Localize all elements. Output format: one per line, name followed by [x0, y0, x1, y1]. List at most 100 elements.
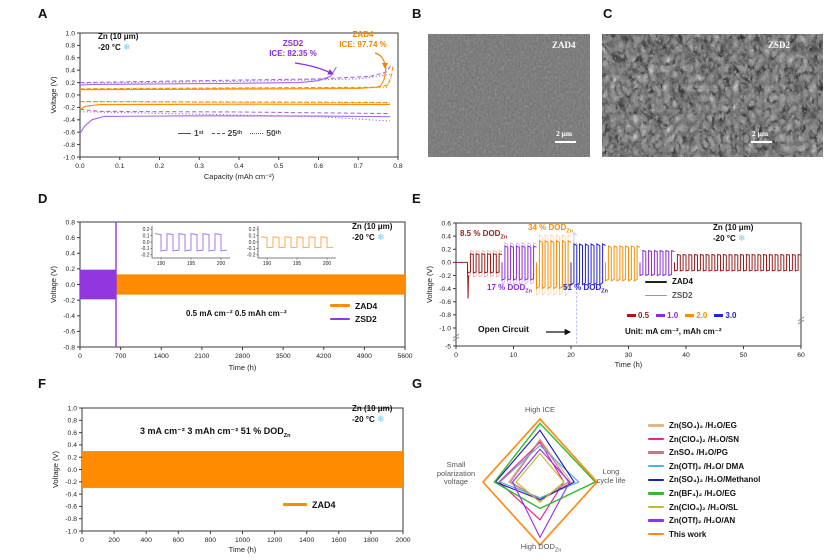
panel-b-label: B — [412, 6, 422, 21]
svg-text:0.3: 0.3 — [195, 163, 205, 170]
snowflake-icon: ❄ — [377, 232, 385, 242]
svg-text:0.0: 0.0 — [66, 282, 76, 289]
panel-c-label: C — [603, 6, 613, 21]
svg-text:-0.2: -0.2 — [63, 297, 75, 304]
svg-text:Voltage (V): Voltage (V) — [49, 265, 58, 303]
sem-c-sample-label: ZSD2 — [768, 40, 791, 50]
svg-text:1400: 1400 — [299, 537, 314, 544]
svg-text:0: 0 — [80, 537, 84, 544]
panel-f-conditions: Zn (10 μm) -20 °C ❄ — [352, 403, 392, 425]
panel-f-label: F — [38, 376, 46, 391]
zn-thickness-text: Zn (10 μm) — [352, 222, 393, 231]
panel-a-conditions: Zn (10 μm) -20 °C ❄ — [98, 31, 138, 53]
panel-e-legend: ZAD4 ZSD2 — [645, 276, 693, 303]
svg-text:0.5: 0.5 — [274, 163, 284, 170]
svg-text:190: 190 — [157, 261, 166, 267]
rate-label: 2.0 — [696, 311, 708, 320]
legend-color-swatch — [648, 478, 664, 482]
cycle-ordinal-suffix: th — [275, 130, 281, 136]
cycle-number: 1 — [194, 128, 199, 138]
svg-text:5600: 5600 — [397, 353, 412, 360]
legend-color-swatch — [648, 424, 664, 427]
legend-item: ZAD4 — [283, 499, 336, 510]
svg-text:0.8: 0.8 — [68, 418, 78, 425]
legend-item: ZSD2 — [645, 290, 693, 301]
legend-color-swatch — [645, 294, 667, 296]
legend-label: ZAD4 — [312, 499, 336, 510]
svg-text:-1.0: -1.0 — [65, 528, 77, 535]
panel-d-conditions: Zn (10 μm) -20 °C ❄ — [352, 221, 392, 243]
zsd2-ice-value: ICE: 82.35 % — [269, 49, 317, 58]
zad4-name: ZAD4 — [352, 30, 374, 39]
sem-b-scalebar-label: 2 μm — [556, 129, 573, 138]
rate-color-swatch — [656, 314, 666, 317]
svg-text:3500: 3500 — [276, 353, 291, 360]
svg-text:0.4: 0.4 — [66, 251, 76, 258]
legend-color-swatch — [648, 533, 664, 536]
svg-text:0.0: 0.0 — [249, 240, 256, 246]
legend-label: ZnSO₄ /H₂O/PG — [669, 448, 728, 458]
panel-d-label: D — [38, 191, 48, 206]
svg-text:Time (h): Time (h) — [229, 545, 257, 554]
legend-label: Zn(BF₄)₂ /H₂O/EG — [669, 488, 736, 498]
svg-text:Voltage (V): Voltage (V) — [49, 76, 58, 114]
radar-axis-long-cycle-life: Long cycle life — [596, 467, 626, 485]
legend-item: Zn(OTf)₂ /H₂O/ DMA — [648, 461, 760, 472]
svg-text:1.0: 1.0 — [66, 30, 76, 37]
svg-text:-0.1: -0.1 — [247, 246, 256, 252]
legend-item: Zn(ClO₄)₂ /H₂O/SL — [648, 502, 760, 513]
open-circuit-annotation: Open Circuit — [478, 324, 530, 334]
svg-text:-0.2: -0.2 — [141, 253, 150, 259]
svg-text:0: 0 — [78, 353, 82, 360]
panel-c-sem-image — [602, 34, 823, 157]
cycle-number: 25 — [227, 128, 238, 138]
radar-axis-high-dod: High DODZn — [520, 542, 562, 554]
svg-text:800: 800 — [205, 537, 217, 544]
svg-text:4900: 4900 — [357, 353, 372, 360]
panel-d-condition-text: 0.5 mA cm⁻² 0.5 mAh cm⁻² — [186, 309, 287, 318]
legend-color-swatch — [648, 492, 664, 495]
legend-color-swatch — [283, 503, 307, 506]
svg-text:0.2: 0.2 — [442, 247, 452, 254]
svg-text:2100: 2100 — [194, 353, 209, 360]
legend-label: ZSD2 — [672, 290, 693, 300]
svg-text:10: 10 — [510, 352, 518, 359]
legend-color-swatch — [645, 280, 667, 283]
svg-text:-0.6: -0.6 — [63, 130, 75, 137]
svg-text:20: 20 — [567, 352, 575, 359]
legend-item: ZAD4 — [330, 300, 377, 311]
svg-text:Voltage (V): Voltage (V) — [425, 265, 434, 303]
legend-item: Zn(SO₄)₂ /H₂O/EG — [648, 420, 760, 431]
legend-item: Zn(OTf)₂ /H₂O/AN — [648, 515, 760, 526]
legend-color-swatch — [330, 304, 350, 307]
rate-color-swatch — [714, 314, 724, 317]
svg-text:0.0: 0.0 — [66, 92, 76, 99]
dod-51-annotation: 51 % DODZn — [563, 283, 608, 295]
cycle-line-style-sample — [211, 132, 225, 134]
sem-b-sample-label: ZAD4 — [552, 40, 576, 50]
svg-text:0.6: 0.6 — [314, 163, 324, 170]
svg-text:1000: 1000 — [235, 537, 250, 544]
svg-text:60: 60 — [797, 352, 805, 359]
cycle-line-style-sample — [178, 132, 191, 134]
svg-text:-0.2: -0.2 — [65, 479, 77, 486]
temperature-text: -20 °C — [713, 234, 736, 243]
svg-text:200: 200 — [217, 261, 226, 267]
svg-text:0.1: 0.1 — [115, 163, 125, 170]
panel-e-unit-text: Unit: mA cm⁻², mAh cm⁻² — [625, 327, 722, 336]
panel-b-sem-image — [428, 34, 590, 157]
cycle-ordinal-suffix: st — [198, 130, 204, 136]
svg-text:0.2: 0.2 — [66, 80, 76, 87]
cycle-ordinal-suffix: th — [237, 130, 243, 136]
snowflake-icon: ❄ — [123, 42, 131, 52]
legend-color-swatch — [648, 465, 664, 468]
sem-c-scalebar — [751, 141, 772, 143]
svg-text:1600: 1600 — [331, 537, 346, 544]
panel-g-label: G — [412, 376, 423, 391]
svg-text:0.6: 0.6 — [66, 235, 76, 242]
svg-text:-0.4: -0.4 — [65, 491, 77, 498]
radar-axis-small-polarization: Small polarization voltage — [436, 460, 476, 486]
legend-label: ZAD4 — [355, 300, 378, 311]
svg-text:0.4: 0.4 — [68, 442, 78, 449]
rate-label: 1.0 — [667, 311, 679, 320]
